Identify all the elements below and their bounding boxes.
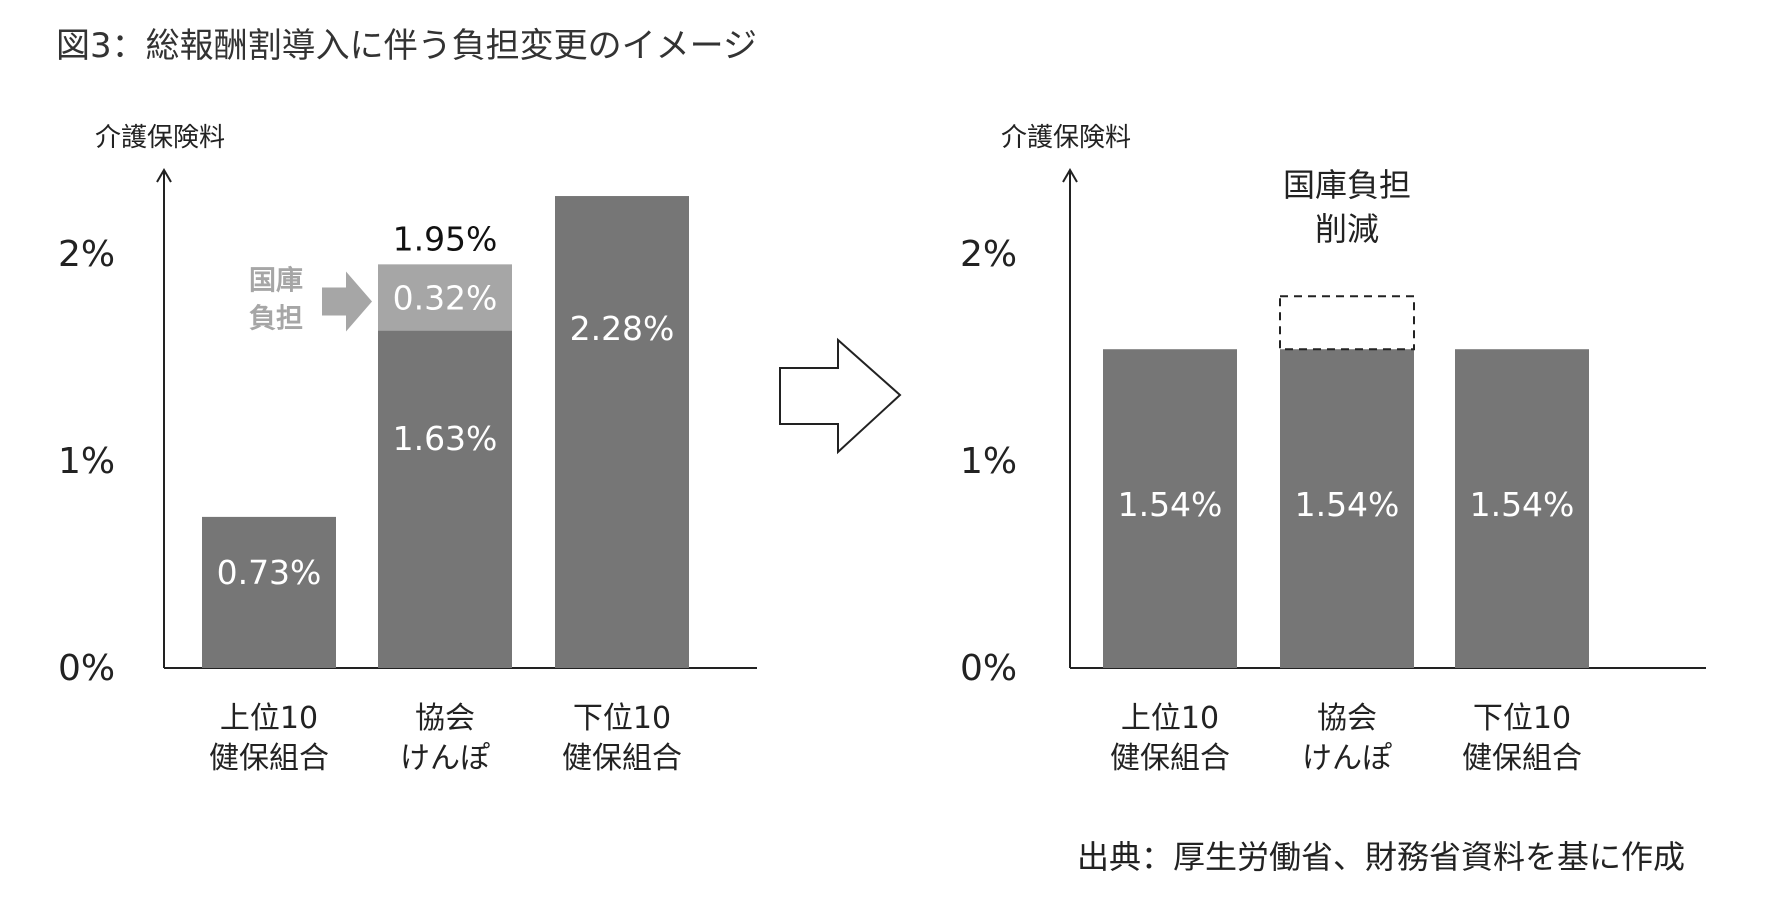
x-category-label-line2: 健保組合 bbox=[209, 741, 329, 776]
bar-value-label: 2.28% bbox=[570, 309, 675, 348]
x-category-label-line1: 下位10 bbox=[573, 701, 671, 736]
bar-value-label: 1.63% bbox=[393, 419, 498, 458]
total-value-label: 1.95% bbox=[393, 219, 498, 258]
bar-base bbox=[555, 196, 689, 669]
y-axis-label: 介護保険料 bbox=[1001, 123, 1131, 153]
removed-subsidy-label-line2: 削減 bbox=[1315, 210, 1379, 248]
subsidy-annotation-line2: 負担 bbox=[249, 303, 303, 334]
y-tick-label: 2% bbox=[58, 234, 115, 275]
y-axis-arrow-icon bbox=[156, 168, 172, 183]
bar bbox=[1455, 349, 1589, 668]
removed-subsidy-label-line1: 国庫負担 bbox=[1283, 166, 1411, 204]
bar bbox=[1280, 349, 1414, 668]
figure-title: 図3：総報酬割導入に伴う負担変更のイメージ bbox=[56, 26, 757, 66]
subsidy-value-label: 0.32% bbox=[393, 278, 498, 317]
y-axis-arrow-icon bbox=[1062, 168, 1078, 183]
bar-value-label: 1.54% bbox=[1118, 485, 1223, 524]
x-category-label-line2: けんぽ bbox=[1302, 741, 1392, 776]
x-category-label-line1: 上位10 bbox=[220, 701, 318, 736]
y-tick-label: 1% bbox=[58, 441, 115, 482]
bar-value-label: 1.54% bbox=[1470, 485, 1575, 524]
x-category-label-line2: 健保組合 bbox=[562, 741, 682, 776]
bar-subsidy-segment bbox=[378, 264, 512, 331]
transition-arrow-icon bbox=[779, 337, 902, 455]
source-note: 出典：厚生労働省、財務省資料を基に作成 bbox=[1076, 838, 1685, 876]
bar-base bbox=[378, 330, 512, 668]
bar-value-label: 1.54% bbox=[1295, 485, 1400, 524]
x-category-label-line1: 協会 bbox=[1317, 701, 1377, 736]
subsidy-arrow-icon bbox=[322, 271, 372, 332]
bar bbox=[1103, 349, 1237, 668]
bar-value-label: 0.73% bbox=[217, 553, 322, 592]
x-category-label-line2: 健保組合 bbox=[1110, 741, 1230, 776]
x-category-label-line1: 上位10 bbox=[1121, 701, 1219, 736]
y-tick-label: 0% bbox=[58, 648, 115, 689]
x-category-label-line1: 下位10 bbox=[1473, 701, 1571, 736]
removed-subsidy-outline bbox=[1279, 295, 1415, 351]
y-tick-label: 1% bbox=[960, 441, 1017, 482]
subsidy-annotation-line1: 国庫 bbox=[249, 265, 303, 296]
y-tick-label: 2% bbox=[960, 234, 1017, 275]
x-category-label-line2: けんぽ bbox=[400, 741, 490, 776]
x-category-label-line2: 健保組合 bbox=[1462, 741, 1582, 776]
bar-base bbox=[202, 516, 336, 668]
x-category-label-line1: 協会 bbox=[415, 701, 475, 736]
y-tick-label: 0% bbox=[960, 648, 1017, 689]
y-axis-label: 介護保険料 bbox=[95, 123, 225, 153]
